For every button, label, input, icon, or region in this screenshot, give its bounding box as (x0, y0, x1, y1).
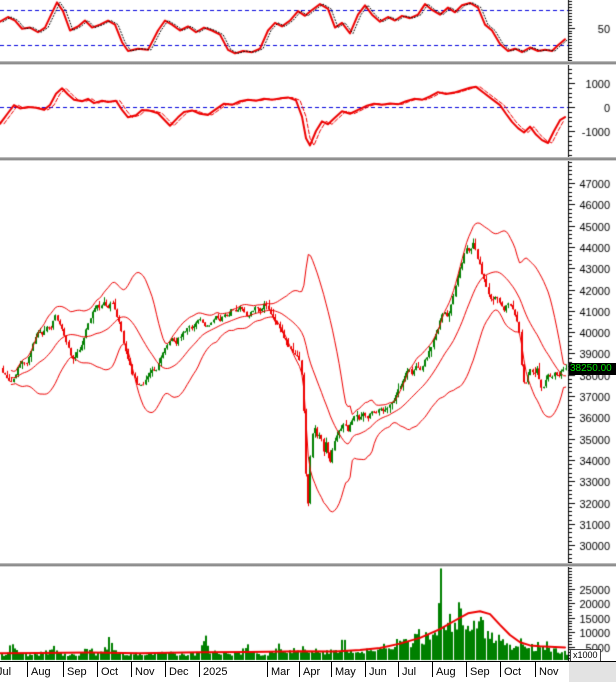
x-axis-month-label: Oct (504, 666, 522, 678)
stochastic-oscillator-chart[interactable] (0, 0, 616, 61)
x-axis-month-label: Jul (0, 666, 12, 678)
x-axis-tick (267, 662, 268, 677)
x-axis-month-label: Jul (402, 666, 417, 678)
x-axis-gutter (569, 662, 616, 682)
x-axis-month-label: Jun (369, 666, 387, 678)
x-axis-tick (97, 662, 98, 677)
stochastic-panel (0, 0, 616, 61)
panel-splitter[interactable] (0, 61, 616, 65)
x-axis-month-label: Sep (67, 666, 87, 678)
panel-splitter[interactable] (0, 157, 616, 161)
panel-splitter[interactable] (0, 563, 616, 567)
volume-panel (0, 567, 616, 661)
x-axis-tick (165, 662, 166, 677)
volume-chart[interactable] (0, 567, 616, 661)
x-axis-month-label: Dec (169, 666, 189, 678)
x-axis-tick (63, 662, 64, 677)
candlestick-price-chart[interactable] (0, 161, 616, 563)
x-axis-month-label: Apr (303, 666, 321, 678)
x-axis-tick (365, 662, 366, 677)
x-axis-month-label: Aug (31, 666, 51, 678)
x-axis-tick (535, 662, 536, 677)
x-axis-month-label: Nov (135, 666, 155, 678)
x-axis: Jul Aug Sep Oct Nov Dec 2025 Mar Apr May Jun Jul Aug… (0, 661, 616, 682)
x-axis-tick (131, 662, 132, 677)
x-axis-month-label: Oct (101, 666, 119, 678)
x-axis-month-label: 2025 (203, 666, 228, 678)
x-axis-month-label: Aug (436, 666, 456, 678)
x-axis-month-label: Mar (271, 666, 290, 678)
x-axis-tick (331, 662, 332, 677)
x-axis-tick (500, 662, 501, 677)
x-axis-month-label: Sep (470, 666, 490, 678)
last-price-tag: 38250.00 (569, 363, 616, 375)
momentum-oscillator-chart[interactable] (0, 65, 616, 157)
x-axis-month-label: May (335, 666, 356, 678)
x-axis-tick (199, 662, 200, 677)
momentum-panel (0, 65, 616, 157)
x-axis-tick (432, 662, 433, 677)
x-axis-tick (27, 662, 28, 677)
x-axis-tick (466, 662, 467, 677)
x-axis-tick (299, 662, 300, 677)
price-panel (0, 161, 616, 563)
x-axis-tick (398, 662, 399, 677)
x-axis-month-label: Nov (539, 666, 559, 678)
